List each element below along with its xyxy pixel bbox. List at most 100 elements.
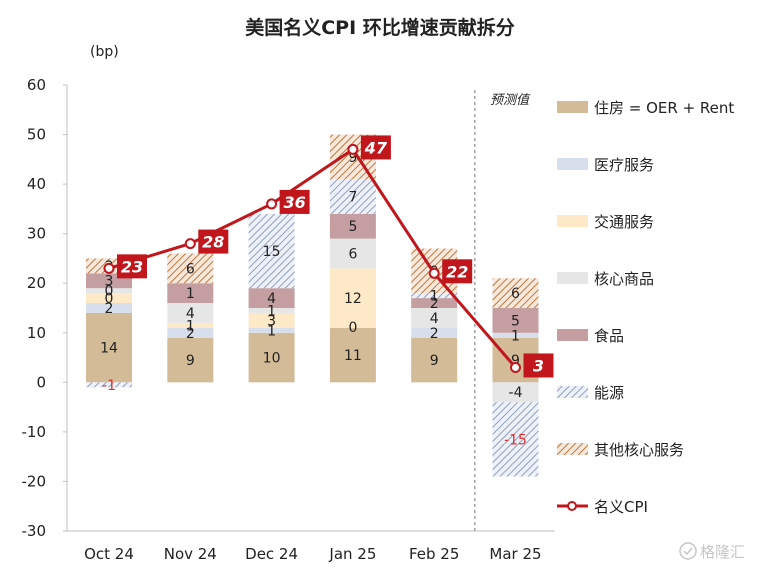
bar-segment — [167, 303, 214, 323]
bar-segment-label: 2 — [430, 296, 439, 312]
x-tick-label: Jan 25 — [328, 545, 376, 563]
bar-segment — [411, 327, 458, 338]
cpi-value-box — [198, 229, 229, 254]
bar-segment-label: 4 — [267, 291, 276, 307]
cpi-value-box — [442, 259, 473, 284]
bar-segment-label: 3 — [105, 274, 114, 290]
bar-labels-layer: 142003-13921416101314151112657992421991-… — [100, 150, 527, 448]
bar-segment-label: 1 — [511, 328, 520, 344]
legend-label: 核心商品 — [594, 270, 654, 288]
bar-segment-label: 9 — [430, 353, 439, 369]
watermark-logo: 格隆汇 — [679, 542, 745, 561]
bar-segment-label: -4 — [509, 385, 523, 401]
bar-segment — [411, 337, 458, 383]
bar-segment-label: -15 — [504, 432, 527, 448]
bar-segment-label: 2 — [105, 301, 114, 317]
y-tick-label: 30 — [27, 225, 46, 243]
bar-segment — [248, 213, 295, 289]
bar-segment — [248, 288, 295, 308]
bar-segment — [492, 308, 539, 333]
x-tick-label: Oct 24 — [84, 545, 134, 563]
y-tick-label: 10 — [27, 324, 46, 342]
y-tick-label: -10 — [22, 423, 47, 441]
bar-segment-label: 7 — [348, 190, 357, 206]
bar-segment-label: 12 — [344, 291, 362, 307]
legend-swatch — [557, 443, 588, 455]
cpi-point — [510, 361, 521, 373]
y-tick-label: 0 — [36, 373, 46, 391]
bar-segment-label: 1 — [430, 289, 439, 305]
bar-segment — [411, 298, 458, 308]
legend-swatch — [557, 215, 588, 227]
cpi-value-label: 3 — [533, 356, 544, 375]
bar-segment-label: 0 — [105, 291, 114, 307]
bar-segment-label: 0 — [348, 320, 357, 336]
bar-segment-label: 2 — [186, 326, 195, 342]
bar-segment — [248, 308, 295, 313]
bar-segment — [86, 293, 132, 304]
legend-label: 交通服务 — [594, 213, 654, 231]
bar-segment-label: 1 — [267, 303, 276, 319]
bar-segment — [86, 303, 132, 313]
bar-segment — [329, 179, 376, 214]
bar-segment-label: 9 — [348, 150, 357, 166]
legend-label: 住房 = OER + Rent — [594, 99, 734, 117]
y-tick-label: 60 — [27, 76, 46, 94]
cpi-point — [266, 198, 278, 210]
legend-label: 医疗服务 — [594, 156, 654, 174]
cpi-value-box — [279, 189, 310, 214]
bar-segment-label: 5 — [348, 219, 357, 235]
bar-segment — [248, 327, 295, 333]
y-tick-label: 20 — [27, 274, 46, 292]
legend-line-marker — [567, 501, 577, 511]
legend-swatch — [557, 329, 588, 341]
x-tick-label: Feb 25 — [409, 545, 459, 563]
legend-swatch — [557, 101, 588, 113]
bar-segment — [329, 238, 376, 269]
cpi-point — [184, 238, 196, 250]
bar-segment-label: 6 — [511, 286, 520, 302]
cpi-value-label: 23 — [121, 257, 143, 276]
x-tick-label: Mar 25 — [489, 545, 541, 563]
bar-segment — [167, 253, 214, 284]
legend: 住房 = OER + Rent 医疗服务交通服务核心商品食品能源其他核心服务名义C… — [557, 99, 734, 516]
bar-segment — [492, 402, 539, 477]
cpi-value-label: 28 — [202, 233, 224, 252]
bar-segment — [248, 312, 295, 328]
bar-segment — [167, 322, 214, 328]
bar-segment — [329, 213, 376, 239]
cpi-point — [428, 267, 440, 279]
legend-swatch — [557, 272, 588, 284]
bar-segment-label: 0 — [105, 284, 114, 300]
legend-label: 名义CPI — [594, 498, 648, 516]
cpi-value-label: 22 — [446, 262, 468, 281]
bar-segment — [492, 278, 539, 308]
bar-segment — [86, 382, 132, 388]
bar-segment — [492, 382, 539, 403]
legend-label: 其他核心服务 — [594, 441, 684, 459]
bar-segment-label: 3 — [267, 313, 276, 329]
cpi-value-box — [117, 254, 147, 279]
x-tick-label: Nov 24 — [164, 545, 217, 563]
y-tick-label: 50 — [27, 126, 46, 144]
bar-segment-label: 1 — [186, 318, 195, 334]
bar-segment-label: -1 — [102, 378, 116, 394]
cpi-point — [103, 262, 115, 274]
bar-segment-label: 2 — [430, 326, 439, 342]
bar-segment-label: 4 — [186, 306, 195, 322]
bar-segment-label: 5 — [511, 313, 520, 329]
bar-segment-label: 6 — [186, 261, 195, 277]
y-tick-label: 40 — [27, 175, 46, 193]
bar-segment — [167, 283, 214, 304]
bar-segment — [167, 327, 214, 338]
bar-segment-label: 14 — [100, 341, 118, 357]
legend-label: 食品 — [594, 327, 624, 345]
chart-title: 美国名义CPI 环比增速贡献拆分 — [245, 16, 515, 39]
y-tick-label: -20 — [22, 472, 47, 490]
cpi-value-box — [523, 353, 554, 378]
bar-segment — [492, 332, 539, 338]
x-tick-label: Dec 24 — [245, 545, 298, 563]
legend-swatch — [557, 386, 588, 398]
